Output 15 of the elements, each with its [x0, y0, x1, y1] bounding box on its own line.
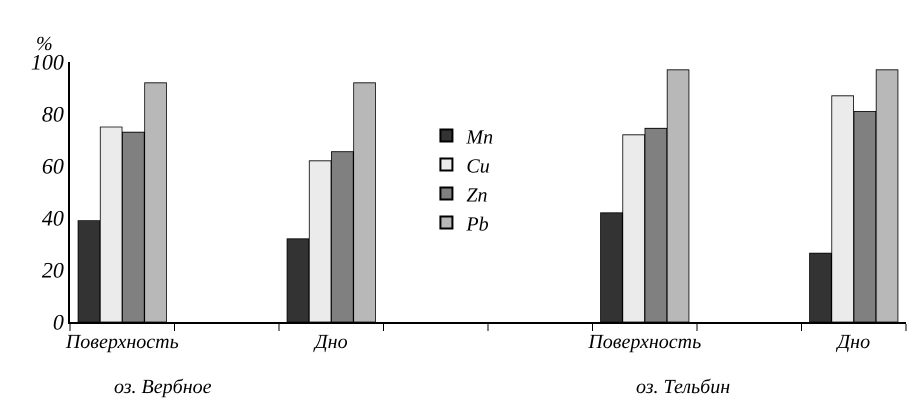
- x-tick-label: Дно: [312, 330, 348, 353]
- legend-label: Cu: [466, 155, 490, 178]
- legend-label: Pb: [465, 213, 489, 236]
- legend-label: Zn: [466, 184, 488, 206]
- text: оз. Тельбин: [636, 376, 730, 398]
- y-tick-label: 20: [42, 258, 64, 283]
- y-tick-label: 0: [52, 310, 64, 335]
- y-tick-label: 40: [42, 206, 64, 231]
- x-tick-label: Поверхность: [587, 330, 702, 353]
- text: оз. Вербное: [114, 376, 212, 398]
- y-tick-label: 60: [42, 154, 64, 179]
- x-tick-label: Дно: [835, 330, 870, 353]
- legend-label: Mn: [465, 126, 494, 148]
- y-tick-label: 80: [42, 102, 64, 127]
- x-tick-label: Поверхность: [64, 330, 179, 353]
